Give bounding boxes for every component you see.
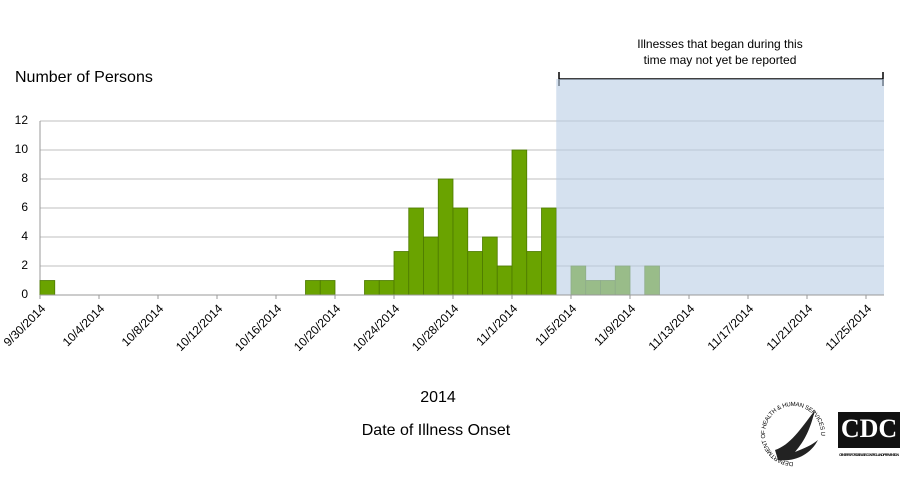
y-axis-title: Number of Persons xyxy=(15,69,153,86)
bar xyxy=(408,207,424,296)
bar xyxy=(511,149,528,296)
y-tick-label: 0 xyxy=(21,287,28,301)
y-tick-label: 10 xyxy=(15,142,29,156)
x-tick-label: 11/5/2014 xyxy=(532,301,579,348)
x-tick-label: 11/13/2014 xyxy=(646,301,698,353)
bar xyxy=(364,280,380,296)
x-axis-title: Date of Illness Onset xyxy=(362,422,511,439)
bar xyxy=(437,178,454,296)
bar xyxy=(393,251,410,296)
bar xyxy=(496,265,513,296)
x-tick-label: 11/17/2014 xyxy=(705,301,757,353)
bar xyxy=(423,236,439,296)
bar xyxy=(305,280,321,296)
bar xyxy=(482,236,498,296)
x-tick-label: 10/28/2014 xyxy=(409,301,462,354)
x-tick-label: 11/25/2014 xyxy=(823,301,875,353)
bar xyxy=(39,280,56,296)
bar xyxy=(319,280,336,296)
x-tick-label: 9/30/2014 xyxy=(1,301,49,349)
x-tick-label: 11/9/2014 xyxy=(591,301,638,348)
y-tick-label: 6 xyxy=(21,200,28,214)
annotation-text: Illnesses that began during this xyxy=(637,37,802,51)
cdc-logo: CDC CENTERS FOR DISEASE CONTROL AND PREV… xyxy=(838,412,900,457)
annotation-text: time may not yet be reported xyxy=(644,53,797,67)
bar xyxy=(541,207,557,296)
x-tick-label: 10/4/2014 xyxy=(60,301,108,349)
x-tick-label: 10/16/2014 xyxy=(232,301,285,354)
cdc-logo-text: CDC xyxy=(841,414,897,443)
bar xyxy=(378,280,395,296)
x-tick-label: 11/1/2014 xyxy=(473,301,520,348)
cdc-tagline: CENTERS FOR DISEASE CONTROL AND PREVENTI… xyxy=(839,453,899,457)
y-tick-label: 2 xyxy=(21,258,28,272)
x-tick-label: 10/24/2014 xyxy=(350,301,403,354)
reporting-delay-region xyxy=(556,79,884,295)
y-tick-label: 4 xyxy=(21,229,28,243)
x-tick-label: 10/20/2014 xyxy=(291,301,344,354)
x-tick-label: 10/8/2014 xyxy=(119,301,167,349)
bar xyxy=(467,251,483,296)
x-tick-label: 10/12/2014 xyxy=(173,301,226,354)
y-tick-label: 8 xyxy=(21,171,28,185)
bar xyxy=(526,251,542,296)
bar xyxy=(452,207,469,296)
y-tick-label: 12 xyxy=(15,113,29,127)
x-tick-label: 11/21/2014 xyxy=(764,301,816,353)
x-axis-year: 2014 xyxy=(420,389,456,406)
